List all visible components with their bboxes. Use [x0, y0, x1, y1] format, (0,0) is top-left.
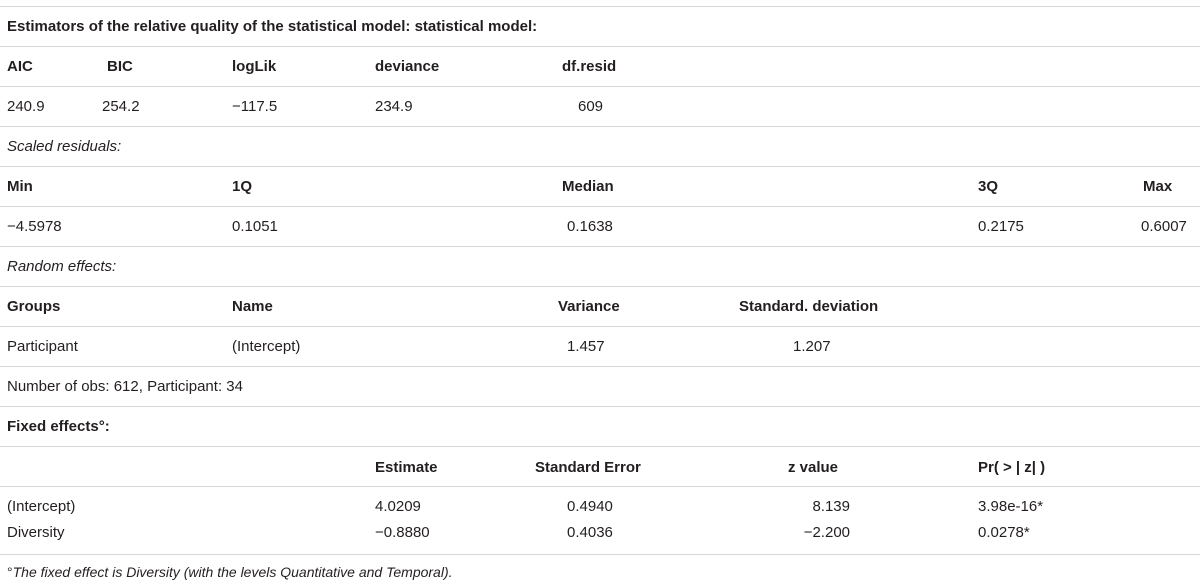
std-error-diversity: 0.4036 [567, 524, 613, 541]
value-name: (Intercept) [232, 338, 301, 355]
header-aic: AIC [7, 58, 33, 75]
std-error-intercept: 0.4940 [567, 498, 613, 515]
rule [0, 406, 1200, 407]
rule [0, 326, 1200, 327]
rule [0, 166, 1200, 167]
rule [0, 246, 1200, 247]
value-std-deviation: 1.207 [793, 338, 831, 355]
footnote: °The fixed effect is Diversity (with the… [7, 563, 453, 581]
header-name: Name [232, 298, 273, 315]
value-bic: 254.2 [102, 98, 140, 115]
p-value-intercept: 3.98e-16* [978, 498, 1044, 515]
value-loglik: −117.5 [232, 98, 278, 115]
header-min: Min [7, 178, 33, 195]
footnote-text: The fixed effect is Diversity (with the … [12, 564, 453, 580]
value-1q: 0.1051 [232, 218, 278, 235]
header-loglik: logLik [232, 58, 277, 75]
random-title: Random effects: [7, 258, 117, 275]
p-value-diversity: 0.0278* [978, 524, 1030, 541]
row-label-intercept: (Intercept) [7, 498, 76, 515]
rule [0, 86, 1200, 87]
header-std-deviation: Standard. deviation [739, 298, 879, 315]
estimate-intercept: 4.0209 [375, 498, 421, 515]
value-max: 0.6007 [1141, 218, 1187, 235]
rule [0, 366, 1200, 367]
value-groups: Participant [7, 338, 78, 355]
header-estimate: Estimate [375, 459, 438, 476]
obs-note: Number of obs: 612, Participant: 34 [7, 378, 243, 395]
header-df-resid: df.resid [562, 58, 617, 75]
row-label-diversity: Diversity [7, 524, 65, 541]
header-z-value: z value [788, 459, 839, 476]
rule [0, 126, 1200, 127]
residuals-title: Scaled residuals: [7, 138, 122, 155]
header-deviance: deviance [375, 58, 440, 75]
header-variance: Variance [558, 298, 620, 315]
value-df-resid: 609 [578, 98, 604, 115]
estimate-diversity: −0.8880 [375, 524, 430, 541]
value-min: −4.5978 [7, 218, 62, 235]
rule [0, 554, 1200, 555]
rule [0, 286, 1200, 287]
header-bic: BIC [107, 58, 133, 75]
value-variance: 1.457 [567, 338, 605, 355]
value-3q: 0.2175 [978, 218, 1024, 235]
rule [0, 206, 1200, 207]
value-deviance: 234.9 [375, 98, 413, 115]
header-3q: 3Q [978, 178, 999, 195]
rule [0, 486, 1200, 487]
header-1q: 1Q [232, 178, 253, 195]
value-median: 0.1638 [567, 218, 613, 235]
fixed-title: Fixed effects°: [7, 418, 110, 435]
footnote-mark: ° [7, 564, 13, 580]
z-value-intercept: 8.139 [812, 498, 850, 515]
header-p-value: Pr( > | z| ) [978, 459, 1046, 476]
header-max: Max [1143, 178, 1173, 195]
header-standard-error: Standard Error [535, 459, 641, 476]
value-aic: 240.9 [7, 98, 45, 115]
quality-title: Estimators of the relative quality of th… [7, 18, 538, 35]
header-median: Median [562, 178, 614, 195]
header-groups: Groups [7, 298, 61, 315]
rule [0, 446, 1200, 447]
z-value-diversity: −2.200 [803, 524, 850, 541]
rule [0, 6, 1200, 7]
rule [0, 46, 1200, 47]
